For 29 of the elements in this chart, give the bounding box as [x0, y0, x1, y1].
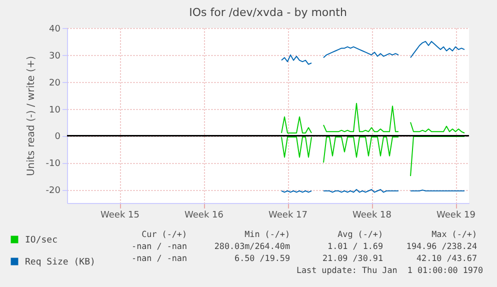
chart-title: IOs for /dev/xvda - by month: [189, 6, 347, 19]
legend-label: IO/sec: [25, 236, 58, 246]
text: 1.01 / 1.69: [328, 241, 383, 251]
text: Max (-/+): [432, 229, 477, 239]
y-axis-title: Units read (-) / write (+): [26, 56, 37, 176]
x-tick-label: Week 19: [436, 210, 476, 220]
y-tick-label: 30: [49, 51, 61, 62]
x-tick-label: Week 17: [268, 210, 308, 220]
x-tick-label: Week 16: [184, 210, 224, 220]
legend-label: Req Size (KB): [25, 258, 96, 268]
text: Last update: Thu Jan 1 01:00:00 1970: [296, 265, 483, 275]
text: 6.50 /19.59: [234, 253, 290, 263]
text: 21.09 /30.91: [322, 253, 383, 263]
y-tick-label: 10: [49, 105, 61, 116]
y-tick-label: -10: [46, 159, 61, 170]
y-tick-label: 40: [49, 24, 61, 34]
x-tick-label: Week 15: [100, 210, 140, 220]
text: 194.96 /238.24: [406, 241, 477, 251]
x-tick-label: Week 18: [352, 210, 392, 220]
text: Cur (-/+): [142, 229, 187, 239]
y-tick-label: 0: [54, 132, 61, 142]
text: Avg (-/+): [338, 229, 383, 239]
text: Min (-/+): [244, 229, 290, 239]
text: -nan / -nan: [132, 253, 187, 263]
text: 280.03m/264.40m: [214, 241, 290, 251]
y-tick-label: -20: [46, 186, 61, 196]
y-tick-label: 20: [49, 78, 61, 88]
text: -nan / -nan: [132, 241, 187, 251]
text: 42.10 /43.67: [416, 253, 477, 263]
